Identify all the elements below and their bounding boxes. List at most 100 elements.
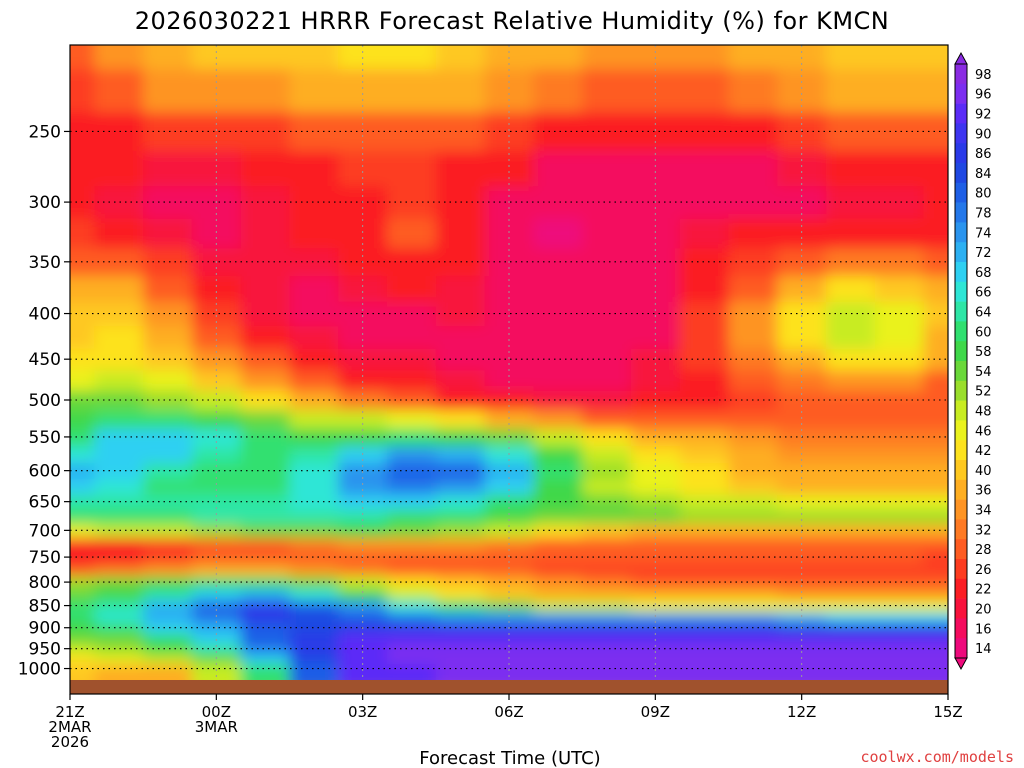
rh-cell bbox=[679, 68, 730, 113]
rh-cell bbox=[191, 325, 242, 349]
rh-cell bbox=[240, 390, 291, 411]
colorbar-label: 64 bbox=[975, 306, 992, 321]
rh-cell bbox=[240, 247, 291, 277]
colorbar-label: 72 bbox=[975, 246, 992, 261]
colorbar-swatch bbox=[955, 321, 967, 342]
rh-cell bbox=[484, 369, 534, 391]
rh-cell bbox=[826, 217, 876, 249]
rh-cell bbox=[435, 68, 486, 113]
rh-cell bbox=[143, 653, 193, 665]
colorbar-label: 98 bbox=[975, 68, 992, 83]
colorbar-frame bbox=[954, 63, 968, 659]
rh-cell bbox=[484, 428, 534, 447]
rh-cell bbox=[435, 663, 486, 680]
rh-cell bbox=[143, 462, 193, 480]
x-tick-label: 2026 bbox=[51, 733, 89, 751]
rh-cell bbox=[240, 325, 291, 349]
rh-cell bbox=[533, 575, 583, 589]
rh-cell bbox=[679, 111, 730, 151]
colorbar: 98 96 92 90 86 84 80 78 74 72 68 66 64 60 58 54 52 48 46 42… bbox=[954, 51, 992, 671]
rh-cell bbox=[533, 478, 583, 495]
rh-cell bbox=[630, 150, 681, 187]
rh-cell bbox=[484, 663, 534, 680]
colorbar-label: 90 bbox=[975, 127, 992, 142]
rh-cell bbox=[143, 369, 193, 391]
rh-cell bbox=[94, 247, 144, 277]
colorbar-label: 46 bbox=[975, 424, 992, 439]
rh-cell bbox=[533, 523, 583, 538]
rh-cell bbox=[679, 588, 730, 601]
rh-cell bbox=[826, 588, 876, 601]
rh-cell bbox=[94, 275, 144, 302]
rh-cell bbox=[338, 509, 388, 524]
credit-link[interactable]: coolwx.com/models bbox=[860, 748, 1014, 766]
rh-cell bbox=[240, 523, 291, 538]
rh-cell bbox=[338, 325, 388, 349]
rh-cell bbox=[533, 611, 583, 623]
rh-cell bbox=[289, 409, 339, 429]
rh-cell bbox=[582, 509, 632, 524]
colorbar-swatch bbox=[955, 499, 967, 520]
rh-cell bbox=[533, 537, 583, 552]
rh-cell bbox=[387, 663, 437, 680]
rh-cell bbox=[582, 445, 632, 464]
colorbar-label: 84 bbox=[975, 167, 992, 182]
rh-cell bbox=[143, 301, 193, 327]
rh-cell bbox=[94, 301, 144, 327]
rh-cell bbox=[777, 633, 827, 645]
rh-cell bbox=[435, 478, 486, 495]
colorbar-swatch bbox=[955, 479, 967, 500]
rh-cell bbox=[143, 68, 193, 113]
rh-cell bbox=[923, 599, 948, 612]
rh-cell bbox=[289, 537, 339, 552]
rh-cell bbox=[289, 428, 339, 447]
rh-cell bbox=[826, 111, 876, 151]
x-tick-label: 00Z bbox=[202, 703, 231, 721]
rh-cell bbox=[533, 509, 583, 524]
rh-cell bbox=[191, 653, 242, 665]
x-tick-label: 09Z bbox=[641, 703, 670, 721]
rh-cell bbox=[143, 494, 193, 510]
rh-cell bbox=[826, 663, 876, 680]
grid-lines bbox=[70, 45, 948, 680]
rh-cell bbox=[533, 68, 583, 113]
colorbar-label: 68 bbox=[975, 266, 992, 281]
rh-cell bbox=[533, 409, 583, 429]
rh-cell bbox=[728, 509, 778, 524]
rh-cell bbox=[923, 622, 948, 634]
rh-cell bbox=[484, 611, 534, 623]
colorbar-swatch bbox=[955, 83, 967, 104]
colorbar-label: 78 bbox=[975, 207, 992, 222]
rh-cell bbox=[679, 462, 730, 480]
rh-cell bbox=[289, 509, 339, 524]
rh-cell bbox=[533, 111, 583, 151]
rh-cell bbox=[289, 185, 339, 219]
rh-cell bbox=[338, 633, 388, 645]
rh-cell bbox=[679, 663, 730, 680]
rh-cell bbox=[94, 445, 144, 464]
rh-cell bbox=[484, 348, 534, 371]
rh-cell bbox=[777, 653, 827, 665]
rh-cell bbox=[435, 409, 486, 429]
y-tick-label: 300 bbox=[29, 193, 61, 213]
rh-cell bbox=[94, 68, 144, 113]
rh-cell bbox=[533, 445, 583, 464]
rh-cell bbox=[582, 550, 632, 565]
rh-field bbox=[70, 45, 948, 680]
rh-cell bbox=[143, 409, 193, 429]
rh-cell bbox=[191, 550, 242, 565]
rh-cell bbox=[923, 445, 948, 464]
rh-cell bbox=[874, 68, 925, 113]
rh-cell bbox=[826, 599, 876, 612]
rh-cell bbox=[191, 478, 242, 495]
rh-cell bbox=[728, 217, 778, 249]
rh-cell bbox=[94, 550, 144, 565]
rh-cell bbox=[826, 478, 876, 495]
rh-cell bbox=[240, 185, 291, 219]
rh-cell bbox=[94, 588, 144, 601]
colorbar-label: 54 bbox=[975, 365, 992, 380]
rh-cell bbox=[387, 653, 437, 665]
rh-cell bbox=[923, 217, 948, 249]
rh-cell bbox=[240, 462, 291, 480]
rh-cell bbox=[70, 563, 95, 577]
